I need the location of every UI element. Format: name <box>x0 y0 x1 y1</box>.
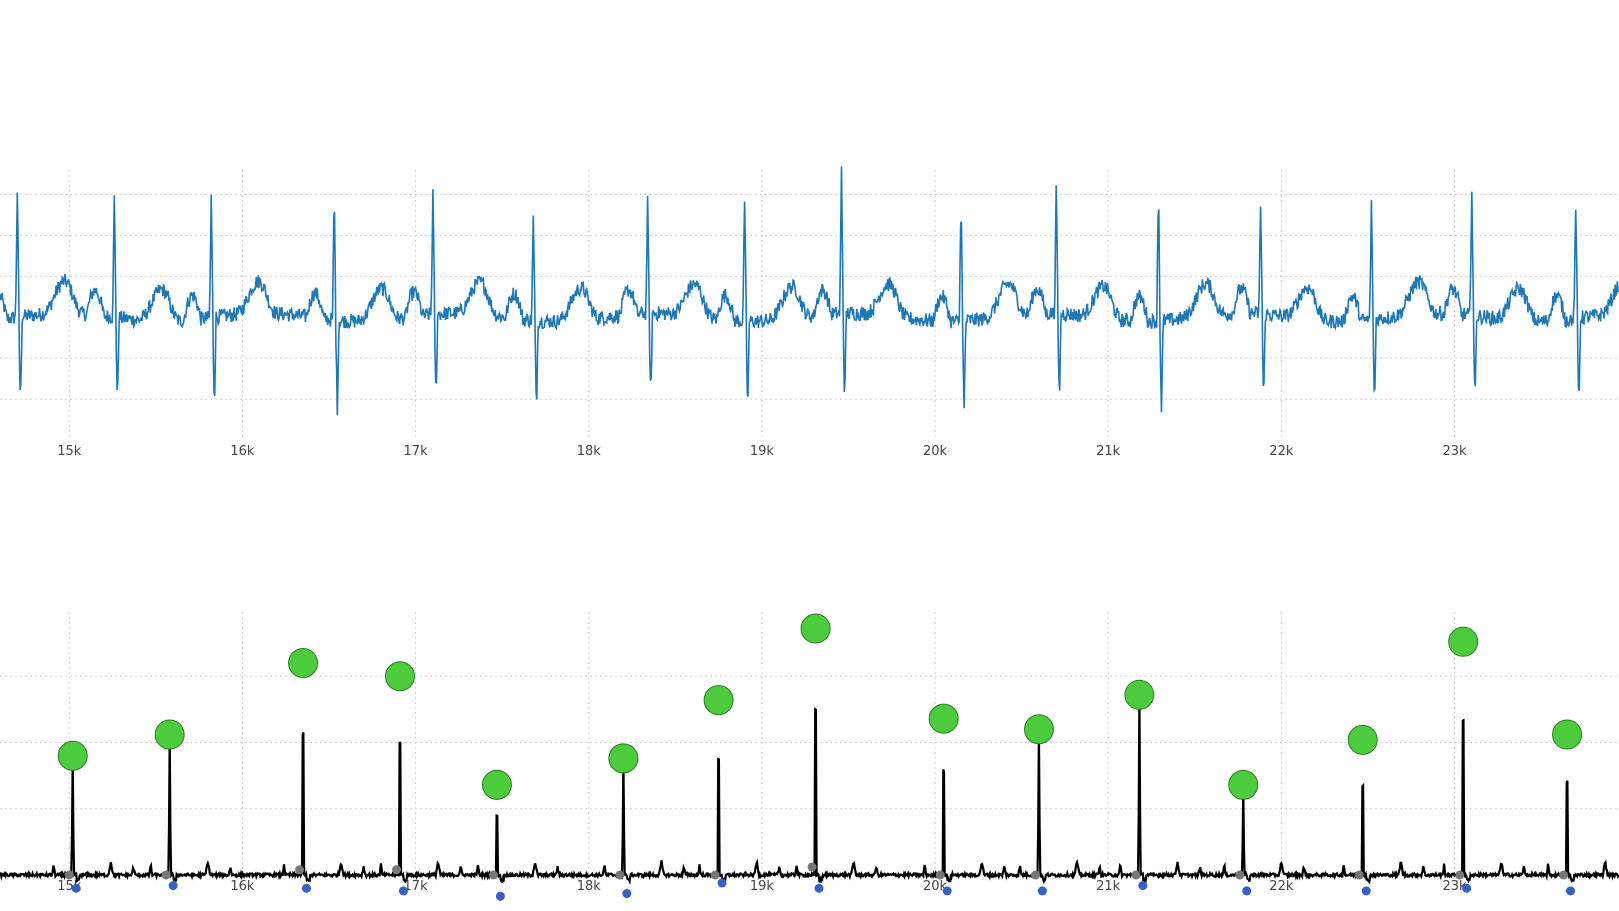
x-tick-label: 21k <box>1096 444 1121 459</box>
x-tick-label: 19k <box>750 444 775 459</box>
peak-marker[interactable] <box>1023 714 1054 745</box>
x-tick-label: 19k <box>750 879 775 894</box>
x-tick-label: 20k <box>923 879 948 894</box>
trough-marker <box>1138 881 1148 891</box>
peak-marker[interactable] <box>703 685 734 716</box>
x-tick-label: 22k <box>1269 879 1294 894</box>
x-tick-label: 18k <box>577 444 602 459</box>
trough-marker <box>1242 886 1252 896</box>
onset-marker <box>710 870 720 880</box>
trough-marker <box>398 886 408 896</box>
trough-marker <box>71 883 81 893</box>
x-tick-label: 16k <box>230 879 255 894</box>
onset-marker <box>1354 870 1364 880</box>
processed-ecg-trace <box>0 694 1619 885</box>
trough-marker <box>495 891 505 901</box>
peak-marker[interactable] <box>154 719 185 750</box>
x-tick-label: 23k <box>1442 444 1467 459</box>
trough-marker <box>942 886 952 896</box>
x-tick-label: 18k <box>577 879 602 894</box>
onset-marker <box>161 870 171 880</box>
x-tick-label: 15k <box>57 444 82 459</box>
peak-marker[interactable] <box>1228 769 1259 800</box>
trough-marker <box>814 883 824 893</box>
processed-ecg-panel: 15k 16k 17k 18k 19k 20k 21k 22k 23k <box>0 612 1619 901</box>
peak-marker[interactable] <box>1347 724 1378 755</box>
x-axis: 15k 16k 17k 18k 19k 20k 21k 22k 23k <box>57 444 1467 459</box>
onset-marker <box>1235 870 1245 880</box>
peak-marker[interactable] <box>57 740 88 771</box>
x-tick-label: 22k <box>1269 444 1294 459</box>
raw-ecg-trace <box>0 166 1619 416</box>
trough-marker <box>1566 886 1576 896</box>
peak-marker[interactable] <box>384 661 415 692</box>
x-axis: 15k 16k 17k 18k 19k 20k 21k 22k 23k <box>57 879 1467 894</box>
x-tick-label: 23k <box>1442 879 1467 894</box>
x-tick-label: 17k <box>404 444 429 459</box>
onset-marker <box>392 865 402 875</box>
peak-marker[interactable] <box>608 743 639 774</box>
trough-marker <box>622 889 632 899</box>
onset-marker <box>935 870 945 880</box>
peak-marker[interactable] <box>1448 626 1479 657</box>
x-tick-label: 21k <box>1096 879 1121 894</box>
onset-marker <box>1455 870 1465 880</box>
onset-marker <box>295 865 305 875</box>
onset-marker <box>64 870 74 880</box>
onset-marker <box>1030 870 1040 880</box>
peak-marker[interactable] <box>288 648 319 678</box>
trough-marker <box>1361 886 1371 896</box>
trough-marker <box>168 881 178 891</box>
onset-marker <box>615 870 625 880</box>
x-tick-label: 17k <box>404 879 429 894</box>
peak-marker[interactable] <box>1552 719 1583 750</box>
onset-marker <box>1559 870 1569 880</box>
peak-marker[interactable] <box>481 769 512 800</box>
peak-marker[interactable] <box>928 703 959 734</box>
trough-marker <box>717 878 727 888</box>
raw-ecg-panel: 15k 16k 17k 18k 19k 20k 21k 22k 23k <box>0 166 1619 459</box>
trough-marker <box>301 883 311 893</box>
trough-marker <box>1462 883 1472 893</box>
x-tick-label: 20k <box>923 444 948 459</box>
trough-marker <box>1037 886 1047 896</box>
onset-marker <box>488 870 498 880</box>
onset-marker <box>1131 870 1141 880</box>
x-tick-label: 16k <box>230 444 255 459</box>
onset-marker <box>807 862 817 872</box>
peak-marker[interactable] <box>800 613 831 644</box>
peak-marker[interactable] <box>1124 679 1155 710</box>
